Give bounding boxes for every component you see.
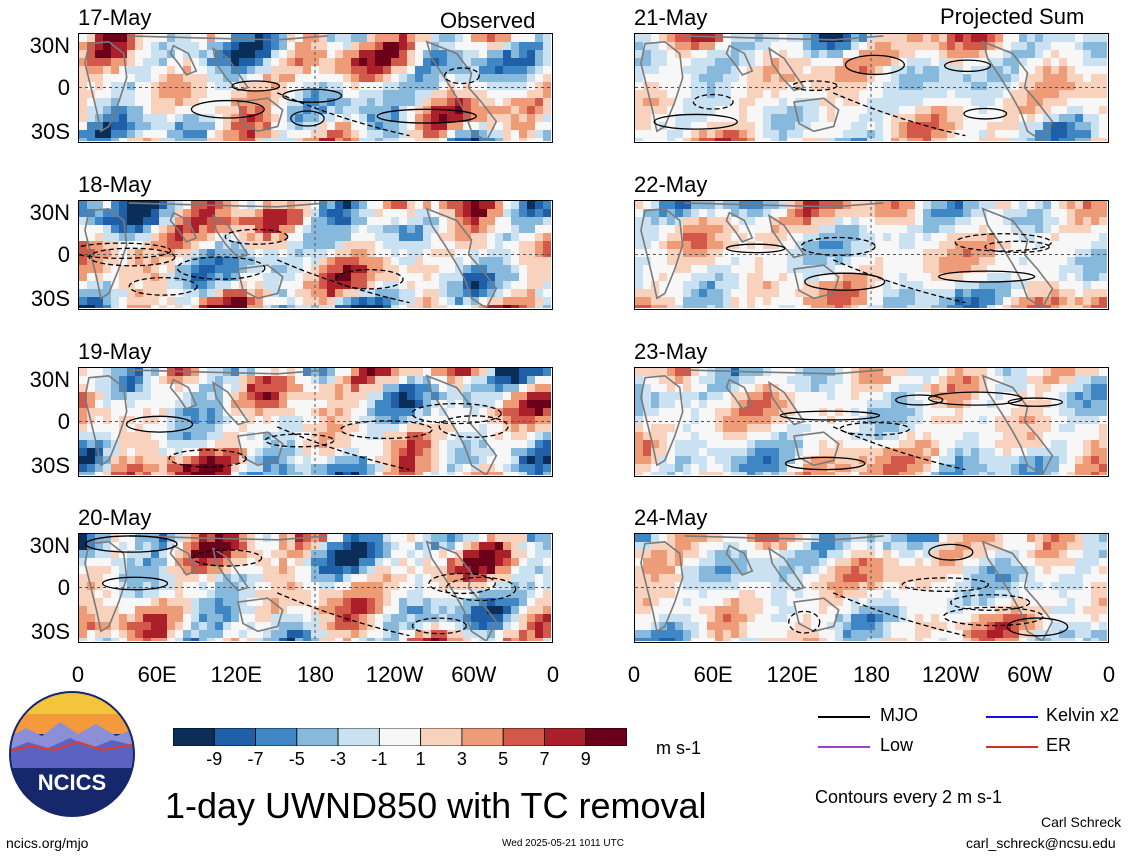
colorbar-segment [420,728,463,746]
colorbar-unit: m s-1 [656,738,701,758]
projected-map-panel [634,33,1109,143]
longitude-label: 120E [766,662,819,687]
colorbar-tick-label: -3 [330,749,347,769]
observed-map-panel [78,200,553,310]
longitude-label: 0 [546,662,560,687]
latitude-label: 30S [30,453,70,478]
observed-map-panel [78,367,553,477]
projected-column-title: Projected Sum [940,4,1085,29]
colorbar-tick-label: -1 [371,749,388,769]
footer-url: ncics.org/mjo [6,835,89,851]
projected-map-panel [634,200,1109,310]
legend-kelvin-line [986,716,1038,718]
longitude-label: 120W [365,662,424,687]
observed-map-panel [78,533,553,643]
panel-date-title: 17-May [78,5,152,30]
colorbar-segment [213,728,256,746]
colorbar-segment [378,728,422,746]
longitude-label: 180 [853,662,890,687]
latitude-label: 30S [30,286,70,311]
legend-mjo-line [818,716,870,718]
colorbar [173,728,627,746]
footer-author: Carl Schreck [1041,814,1122,830]
longitude-label: 180 [297,662,334,687]
panel-date-title: 23-May [634,339,708,364]
colorbar-tick-label: -9 [206,749,223,769]
latitude-label: 0 [57,242,70,267]
panel-date-title: 24-May [634,505,708,530]
colorbar-segment [461,728,504,746]
longitude-label: 0 [1102,662,1116,687]
latitude-label: 0 [57,409,70,434]
contour-note: Contours every 2 m s-1 [815,787,1003,807]
colorbar-segment [296,728,339,746]
colorbar-tick-label: -5 [288,749,305,769]
legend-er-line [986,746,1038,748]
legend-low-line [818,746,870,748]
legend-low-label: Low [880,735,914,755]
footer-timestamp: Wed 2025-05-21 1011 UTC [502,838,624,849]
longitude-label: 0 [627,662,641,687]
latitude-label: 30N [29,533,70,558]
colorbar-segment [585,728,627,746]
colorbar-segment [337,728,380,746]
longitude-label: 120W [921,662,980,687]
legend-kelvin-label: Kelvin x2 [1046,705,1120,725]
footer-email: carl_schreck@ncsu.edu [966,835,1116,851]
latitude-label: 0 [57,75,70,100]
longitude-label: 60E [693,662,733,687]
colorbar-segment [544,728,587,746]
legend-er-label: ER [1046,735,1072,755]
panel-date-title: 20-May [78,505,152,530]
ncics-logo: NCICS [9,691,135,817]
logo-text: NCICS [38,770,106,795]
panel-date-title: 21-May [634,5,708,30]
colorbar-tick-label: 3 [456,749,467,769]
longitude-label: 60W [1007,662,1053,687]
main-title: 1-day UWND850 with TC removal [165,785,707,826]
colorbar-tick-label: 1 [415,749,426,769]
latitude-label: 30S [30,119,70,144]
projected-map-panel [634,533,1109,643]
latitude-label: 30S [30,619,70,644]
latitude-label: 0 [57,575,70,600]
longitude-label: 60W [451,662,497,687]
latitude-label: 30N [29,200,70,225]
colorbar-segment [173,728,215,746]
longitude-label: 0 [71,662,85,687]
latitude-label: 30N [29,33,70,58]
colorbar-tick-label: -7 [247,749,264,769]
panel-date-title: 19-May [78,339,152,364]
legend-mjo-label: MJO [880,705,918,725]
panel-date-title: 22-May [634,172,708,197]
colorbar-tick-label: 5 [498,749,509,769]
colorbar-tick-label: 7 [539,749,550,769]
longitude-label: 120E [210,662,263,687]
panel-date-title: 18-May [78,172,152,197]
observed-column-title: Observed [440,8,536,33]
colorbar-segment [255,728,298,746]
latitude-label: 30N [29,367,70,392]
longitude-label: 60E [137,662,177,687]
observed-map-panel [78,33,553,143]
colorbar-tick-label: 9 [580,749,591,769]
colorbar-segment [502,728,545,746]
projected-map-panel [634,367,1109,477]
